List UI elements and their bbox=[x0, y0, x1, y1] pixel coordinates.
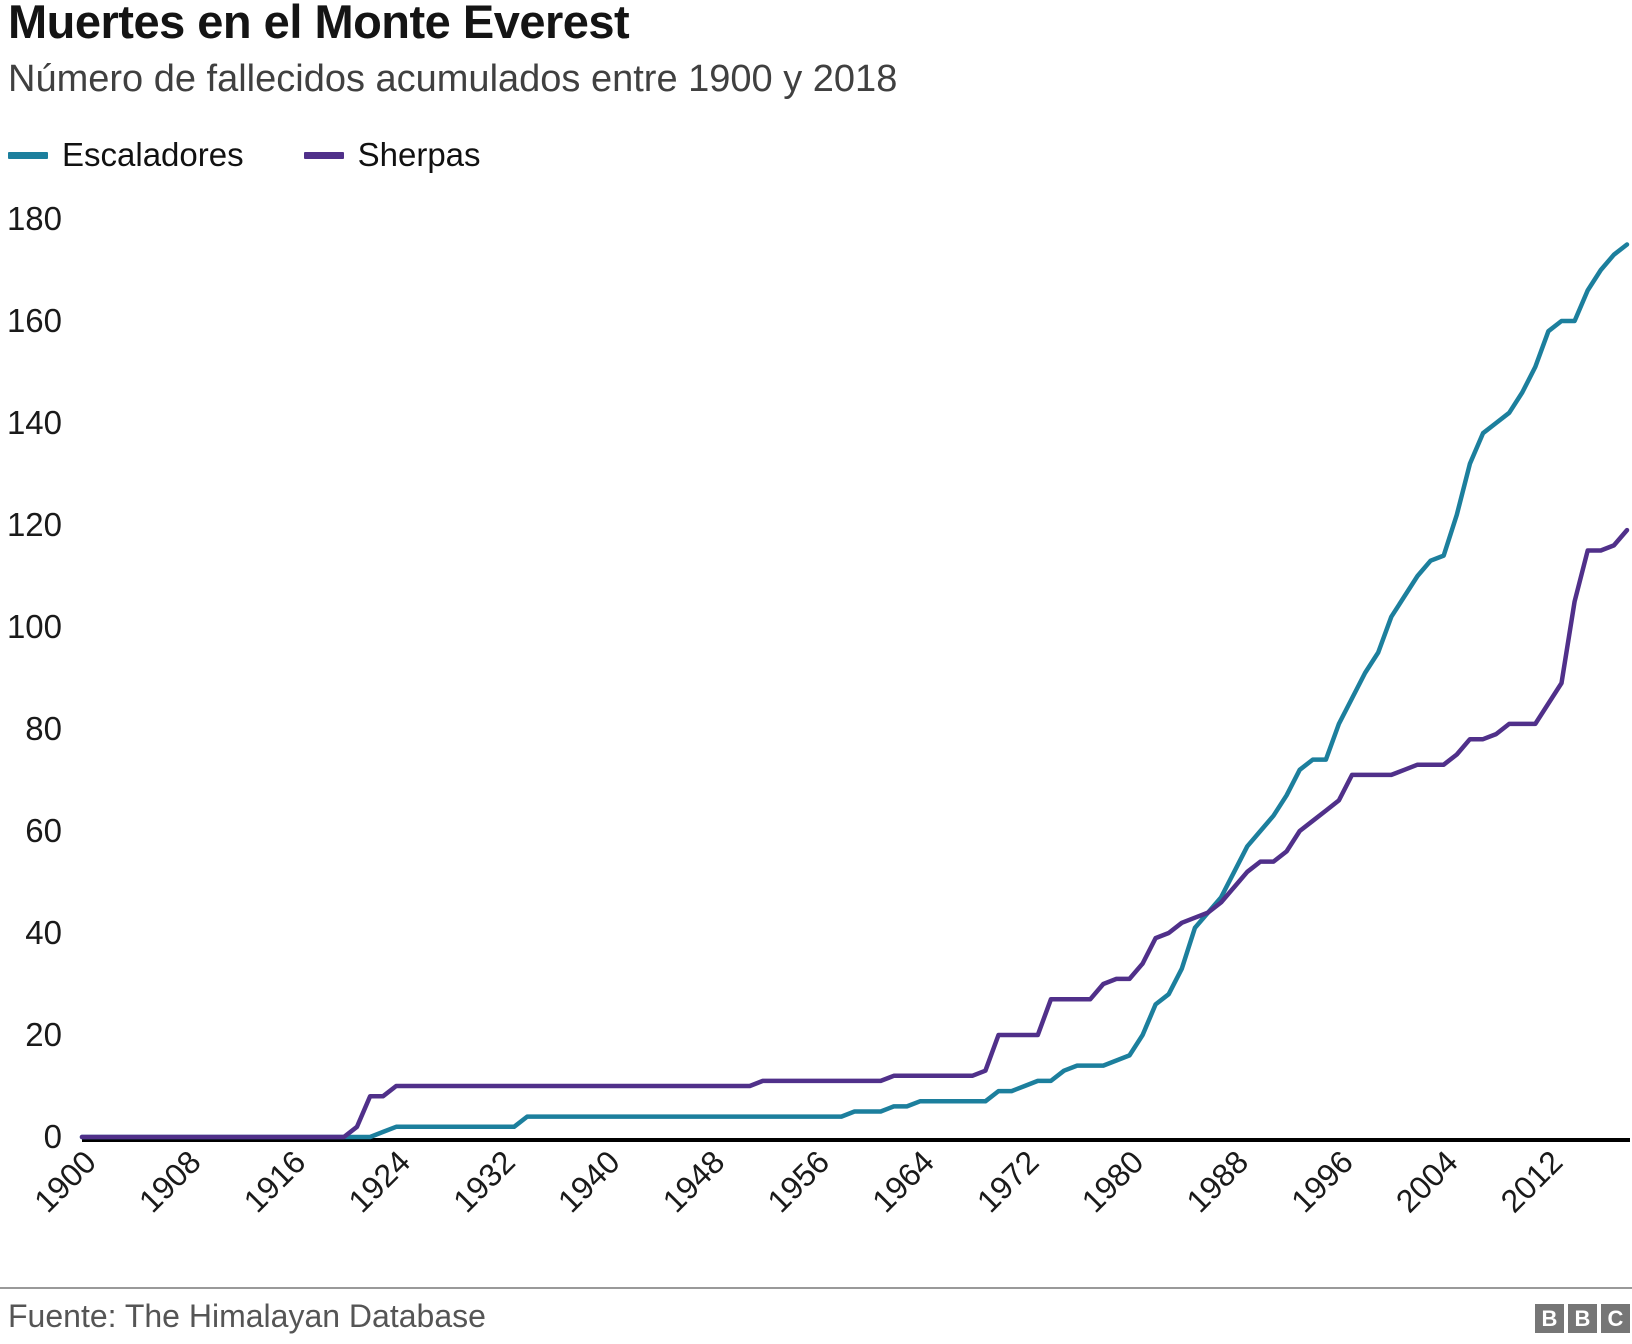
x-axis-label: 1996 bbox=[1284, 1143, 1360, 1219]
y-axis-label: 160 bbox=[7, 302, 62, 339]
x-axis-label: 1908 bbox=[132, 1143, 208, 1219]
bbc-logo-letter-b2: B bbox=[1568, 1304, 1597, 1333]
y-axis-label: 120 bbox=[7, 506, 62, 543]
y-axis-label: 180 bbox=[7, 200, 62, 237]
x-axis-label: 2012 bbox=[1494, 1143, 1570, 1219]
chart-title: Muertes en el Monte Everest bbox=[8, 0, 630, 48]
bbc-logo: B B C bbox=[1535, 1304, 1630, 1333]
y-axis-label: 0 bbox=[44, 1118, 62, 1155]
x-axis-label: 1948 bbox=[656, 1143, 732, 1219]
x-axis-label: 1972 bbox=[970, 1143, 1046, 1219]
x-axis-label: 1916 bbox=[237, 1143, 313, 1219]
series-line-sherpas bbox=[79, 527, 1630, 1140]
legend-label-escaladores: Escaladores bbox=[62, 136, 244, 173]
x-axis-label: 1956 bbox=[760, 1143, 836, 1219]
y-axis-label: 40 bbox=[25, 914, 62, 951]
x-axis-label: 1980 bbox=[1075, 1143, 1151, 1219]
legend-swatch-escaladores bbox=[8, 151, 48, 159]
legend-swatch-sherpas bbox=[303, 151, 344, 159]
footer-divider bbox=[0, 1287, 1632, 1289]
y-axis-label: 80 bbox=[25, 710, 62, 747]
bbc-logo-letter-c: C bbox=[1601, 1304, 1630, 1333]
x-axis-label: 1932 bbox=[446, 1143, 522, 1219]
bbc-logo-letter-b1: B bbox=[1535, 1304, 1564, 1333]
x-axis-line bbox=[82, 1138, 1630, 1142]
x-axis-label: 1988 bbox=[1179, 1143, 1255, 1219]
x-axis-label: 1940 bbox=[551, 1143, 627, 1219]
legend-label-sherpas: Sherpas bbox=[357, 136, 481, 173]
series-line-escaladores bbox=[79, 242, 1630, 1140]
legend-item-sherpas: Sherpas bbox=[303, 136, 481, 174]
x-axis-label: 2004 bbox=[1389, 1143, 1465, 1219]
y-axis-label: 60 bbox=[25, 812, 62, 849]
chart-legend: Escaladores Sherpas bbox=[8, 136, 481, 174]
x-axis-label: 1900 bbox=[27, 1143, 103, 1219]
source-text: Fuente: The Himalayan Database bbox=[8, 1298, 486, 1334]
y-axis-label: 20 bbox=[25, 1016, 62, 1053]
y-axis-label: 100 bbox=[7, 608, 62, 645]
x-axis-label: 1924 bbox=[341, 1143, 417, 1219]
legend-item-escaladores: Escaladores bbox=[8, 136, 244, 174]
y-axis-label: 140 bbox=[7, 404, 62, 441]
chart-subtitle: Número de fallecidos acumulados entre 19… bbox=[8, 58, 898, 100]
x-axis-label: 1964 bbox=[865, 1143, 941, 1219]
